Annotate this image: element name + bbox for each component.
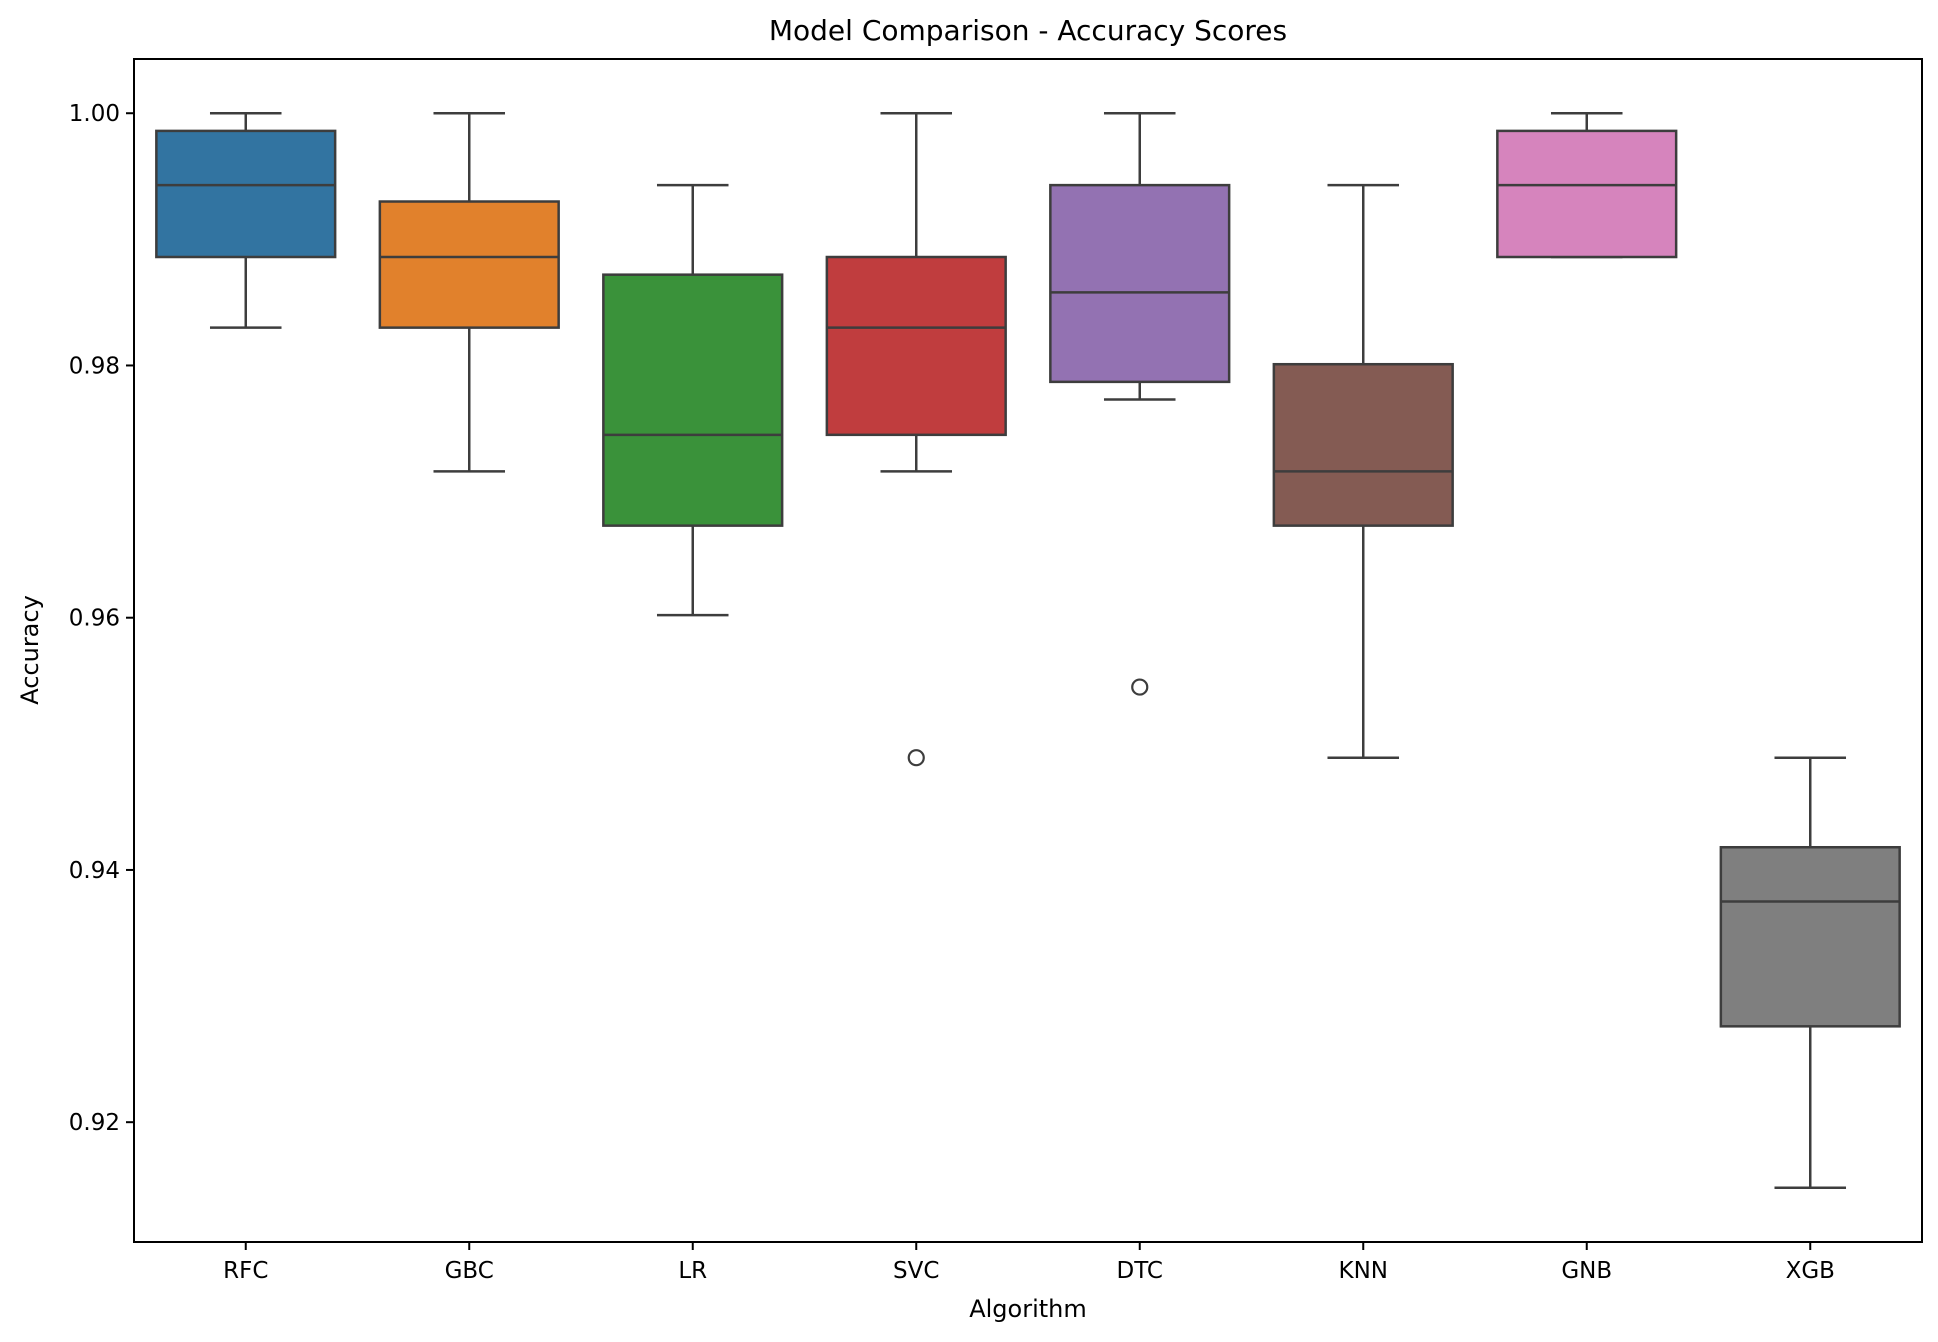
y-tick-label: 0.98 (69, 353, 120, 379)
outlier-point-dtc (1131, 678, 1149, 696)
box-group-gbc (378, 111, 560, 473)
box-group-dtc (1049, 111, 1231, 696)
y-tick-label: 1.00 (69, 101, 120, 127)
box-knn (1272, 362, 1454, 527)
x-axis: RFC GBC LR SVC DTC KNN GNB XGB (223, 1242, 1835, 1284)
box-dtc (1049, 183, 1231, 384)
x-tick-label-dtc: DTC (1117, 1258, 1163, 1284)
x-tick-label-rfc: RFC (223, 1258, 268, 1284)
box-group-gnb (1496, 111, 1678, 259)
x-tick-label-svc: SVC (893, 1258, 939, 1284)
box-svc (825, 255, 1007, 437)
box-group-svc (825, 111, 1007, 767)
outlier-point-svc (907, 749, 925, 767)
chart-title: Model Comparison - Accuracy Scores (769, 14, 1287, 47)
y-axis-label: Accuracy (16, 595, 44, 705)
x-tick-label-lr: LR (678, 1258, 707, 1284)
box-lr (602, 273, 784, 527)
box-group-rfc (155, 111, 337, 329)
box-xgb (1719, 845, 1901, 1028)
y-tick-label: 0.96 (69, 606, 120, 632)
y-tick-label: 0.94 (69, 858, 120, 884)
box-group-knn (1272, 183, 1454, 759)
y-axis: 0.92 0.94 0.96 0.98 1.00 (69, 101, 134, 1136)
box-group-lr (602, 183, 784, 617)
plot-frame (133, 58, 1923, 1243)
box-gnb (1496, 129, 1678, 259)
x-tick-label-knn: KNN (1339, 1258, 1389, 1284)
x-tick-label-gbc: GBC (445, 1258, 494, 1284)
plot-area (155, 111, 1901, 1190)
box-rfc (155, 129, 337, 259)
x-axis-label: Algorithm (969, 1295, 1087, 1323)
box-gbc (378, 200, 560, 329)
x-tick-label-xgb: XGB (1786, 1258, 1835, 1284)
x-tick-label-gnb: GNB (1561, 1258, 1612, 1284)
y-tick-label: 0.92 (69, 1110, 120, 1136)
box-group-xgb (1719, 756, 1901, 1190)
